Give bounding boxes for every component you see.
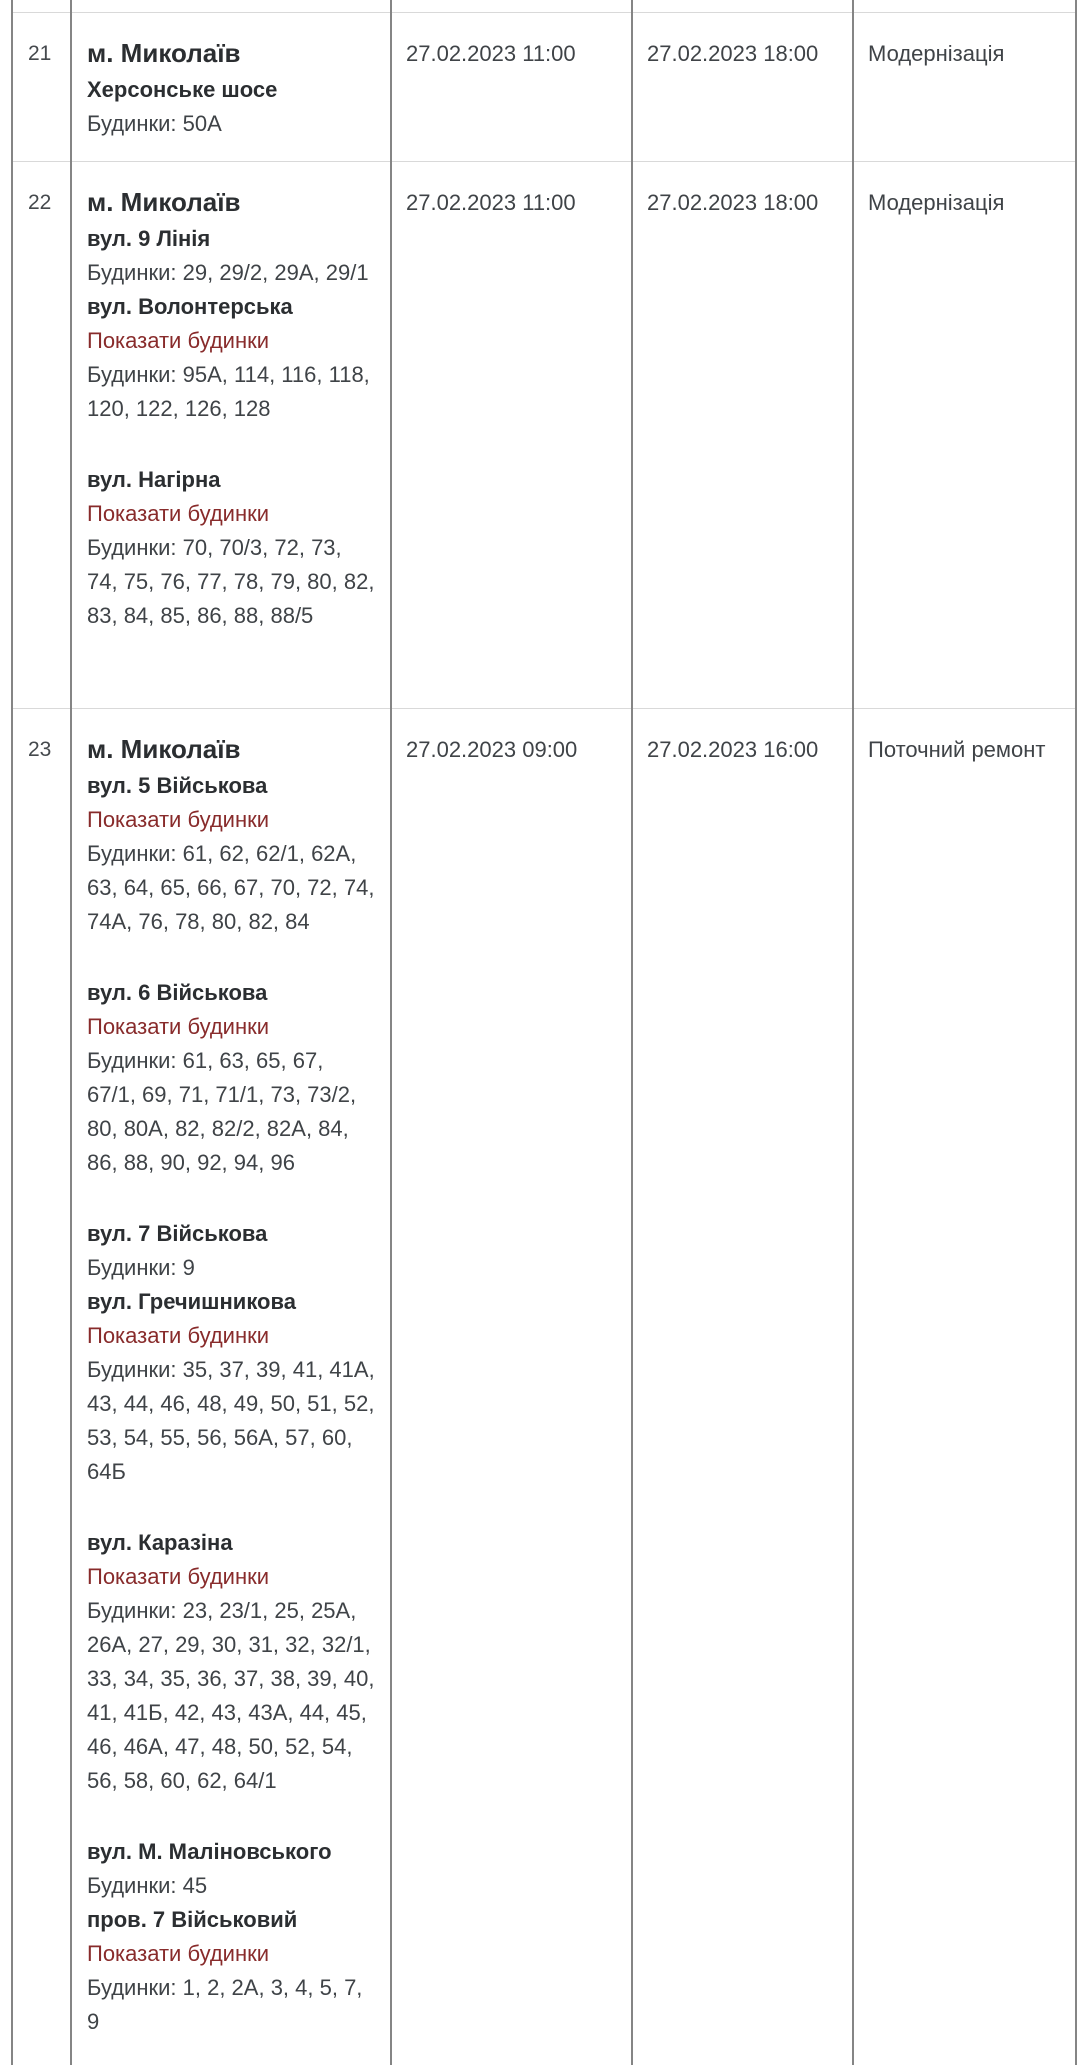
houses-list: Будинки: 61, 62, 62/1, 62А, 63, 64, 65, … (87, 840, 375, 934)
row-number-cell (11, 0, 71, 13)
street-name: вул. Нагірна (87, 466, 221, 492)
houses-list: Будинки: 23, 23/1, 25, 25А, 26А, 27, 29,… (87, 1597, 375, 1793)
outage-table: 21 м. Миколаїв Херсонське шосе Будинки: … (11, 0, 1077, 2065)
houses-list: Будинки: 61, 63, 65, 67, 67/1, 69, 71, 7… (87, 1047, 357, 1175)
show-houses-link[interactable]: Показати будинки (87, 1563, 270, 1589)
row-number-cell: 21 (11, 12, 71, 162)
street-name: вул. 7 Військова (87, 1220, 268, 1246)
houses-list: Будинки: 45 (87, 1872, 208, 1898)
show-houses-link[interactable]: Показати будинки (87, 1940, 270, 1966)
end-datetime: 27.02.2023 18:00 (647, 40, 819, 66)
street-group: вул. 6 Військова Показати будинки Будинк… (87, 976, 375, 1180)
location-cell: м. Миколаїв вул. 9 Лінія Будинки: 29, 29… (70, 161, 391, 709)
street-name: вул. 5 Військова (87, 772, 268, 798)
location-cell: м. Миколаїв Херсонське шосе Будинки: 50А (70, 12, 391, 162)
work-type: Модернізація (868, 40, 1005, 66)
work-type-cell: Модернізація (852, 12, 1077, 162)
houses-list: Будинки: 35, 37, 39, 41, 41А, 43, 44, 46… (87, 1356, 375, 1484)
table-row-partial (11, 0, 1077, 13)
street-name: вул. М. Маліновського (87, 1838, 332, 1864)
street-name: вул. 6 Військова (87, 979, 268, 1005)
city-name: м. Миколаїв (87, 733, 241, 764)
work-type: Поточний ремонт (868, 736, 1046, 762)
start-datetime-cell: 27.02.2023 09:00 (390, 708, 632, 2065)
street-name: Херсонське шосе (87, 76, 278, 102)
row-number-cell: 23 (11, 708, 71, 2065)
end-datetime-cell: 27.02.2023 16:00 (631, 708, 853, 2065)
start-datetime: 27.02.2023 09:00 (406, 736, 578, 762)
row-number-cell: 22 (11, 161, 71, 709)
row-number: 22 (28, 190, 52, 214)
work-type: Модернізація (868, 189, 1005, 215)
houses-list: Будинки: 50А (87, 110, 222, 136)
street-group: вул. Каразіна Показати будинки Будинки: … (87, 1526, 375, 1798)
end-datetime: 27.02.2023 18:00 (647, 189, 819, 215)
show-houses-link[interactable]: Показати будинки (87, 1322, 270, 1348)
street-group: вул. Гречишникова Показати будинки Будин… (87, 1285, 375, 1489)
end-datetime: 27.02.2023 16:00 (647, 736, 819, 762)
end-datetime-cell: 27.02.2023 18:00 (631, 12, 853, 162)
street-group: Херсонське шосе Будинки: 50А (87, 73, 375, 141)
street-group: вул. Волонтерська Показати будинки Будин… (87, 290, 375, 426)
houses-list: Будинки: 9 (87, 1254, 195, 1280)
street-name: вул. Каразіна (87, 1529, 233, 1555)
table-row: 21 м. Миколаїв Херсонське шосе Будинки: … (11, 12, 1077, 162)
street-groups: вул. 9 Лінія Будинки: 29, 29/2, 29А, 29/… (87, 222, 375, 633)
street-groups: вул. 5 Військова Показати будинки Будинк… (87, 769, 375, 2039)
street-group: вул. 7 Військова Будинки: 9 (87, 1217, 375, 1285)
street-name: вул. Гречишникова (87, 1288, 296, 1314)
street-groups: Херсонське шосе Будинки: 50А (87, 73, 375, 141)
show-houses-link[interactable]: Показати будинки (87, 327, 270, 353)
table-row: 23 м. Миколаїв вул. 5 Військова Показати… (11, 708, 1077, 2065)
table-row: 22 м. Миколаїв вул. 9 Лінія Будинки: 29,… (11, 161, 1077, 709)
work-type-cell: Модернізація (852, 161, 1077, 709)
end-datetime-cell (631, 0, 853, 13)
row-number: 23 (28, 737, 52, 761)
work-type-cell (852, 0, 1077, 13)
show-houses-link[interactable]: Показати будинки (87, 500, 270, 526)
start-datetime-cell (390, 0, 632, 13)
houses-list: Будинки: 29, 29/2, 29А, 29/1 (87, 259, 369, 285)
start-datetime: 27.02.2023 11:00 (406, 189, 576, 215)
work-type-cell: Поточний ремонт (852, 708, 1077, 2065)
street-group: пров. 7 Військовий Показати будинки Буди… (87, 1903, 375, 2039)
city-name: м. Миколаїв (87, 37, 241, 68)
end-datetime-cell: 27.02.2023 18:00 (631, 161, 853, 709)
show-houses-link[interactable]: Показати будинки (87, 806, 270, 832)
location-cell (70, 0, 391, 13)
street-group: вул. 9 Лінія Будинки: 29, 29/2, 29А, 29/… (87, 222, 375, 290)
street-name: вул. Волонтерська (87, 293, 293, 319)
street-name: пров. 7 Військовий (87, 1906, 298, 1932)
start-datetime: 27.02.2023 11:00 (406, 40, 576, 66)
houses-list: Будинки: 1, 2, 2А, 3, 4, 5, 7, 9 (87, 1974, 363, 2034)
show-houses-link[interactable]: Показати будинки (87, 1013, 270, 1039)
start-datetime-cell: 27.02.2023 11:00 (390, 12, 632, 162)
location-cell: м. Миколаїв вул. 5 Військова Показати бу… (70, 708, 391, 2065)
row-number: 21 (28, 41, 52, 65)
street-name: вул. 9 Лінія (87, 225, 211, 251)
start-datetime-cell: 27.02.2023 11:00 (390, 161, 632, 709)
street-group: вул. 5 Військова Показати будинки Будинк… (87, 769, 375, 939)
houses-list: Будинки: 70, 70/3, 72, 73, 74, 75, 76, 7… (87, 534, 375, 628)
city-name: м. Миколаїв (87, 186, 241, 217)
houses-list: Будинки: 95А, 114, 116, 118, 120, 122, 1… (87, 361, 370, 421)
street-group: вул. Нагірна Показати будинки Будинки: 7… (87, 463, 375, 633)
street-group: вул. М. Маліновського Будинки: 45 (87, 1835, 375, 1903)
